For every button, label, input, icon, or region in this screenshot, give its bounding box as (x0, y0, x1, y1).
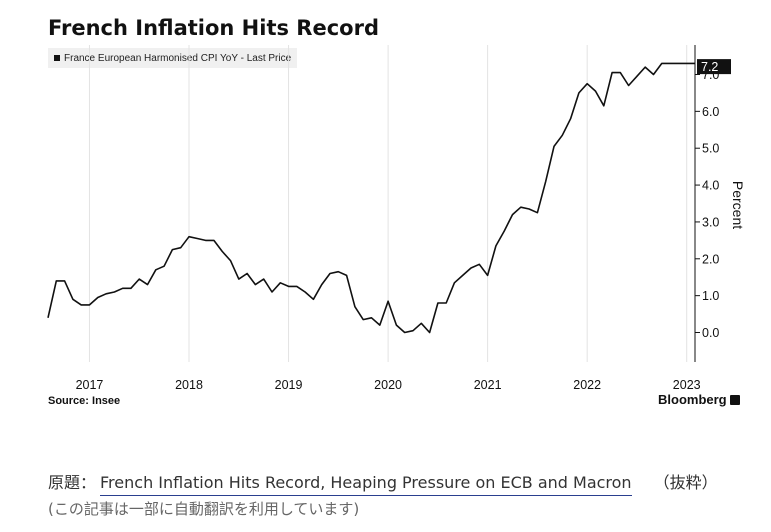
x-tick-label: 2022 (573, 378, 601, 392)
brand-logo: Bloomberg (658, 392, 740, 407)
caption-prefix: 原題： (48, 473, 97, 492)
brand-name: Bloomberg (658, 392, 727, 407)
x-tick-label: 2021 (474, 378, 502, 392)
y-tick-label: 0.0 (702, 326, 719, 340)
article-link[interactable]: French Inflation Hits Record, Heaping Pr… (100, 473, 632, 496)
gridlines (88, 45, 688, 362)
line-chart: 0.01.02.03.04.05.06.07.0 2017 2018 2019 202… (47, 45, 746, 392)
chart-title: French Inflation Hits Record (48, 16, 379, 40)
x-tick-label: 2023 (673, 378, 701, 392)
translation-note: (この記事は一部に自動翻訳を利用しています) (48, 500, 360, 518)
y-tick-label: 1.0 (702, 289, 719, 303)
x-tick-label: 2017 (76, 378, 104, 392)
last-value-label: 7.2 (701, 60, 718, 74)
caption: 原題： French Inflation Hits Record, Heaping… (48, 469, 718, 496)
legend: France European Harmonised CPI YoY - Las… (48, 48, 298, 68)
y-axis: 0.01.02.03.04.05.06.07.0 (694, 45, 719, 362)
legend-label: France European Harmonised CPI YoY - Las… (64, 52, 292, 64)
caption-suffix: （抜粋） (653, 473, 718, 492)
y-tick-label: 4.0 (702, 179, 719, 193)
x-tick-label: 2018 (175, 378, 203, 392)
source-note: Source: Insee (48, 395, 121, 407)
y-tick-label: 2.0 (702, 252, 719, 266)
y-tick-label: 5.0 (702, 142, 719, 156)
legend-swatch (54, 55, 60, 61)
series-line (47, 62, 695, 334)
y-axis-title: Percent (730, 181, 746, 229)
last-value-box (697, 59, 731, 75)
x-tick-label: 2020 (374, 378, 402, 392)
x-axis: 2017 2018 2019 2020 2021 2022 2023 (76, 378, 701, 392)
last-value-marker: 7.2 (697, 59, 731, 75)
x-tick-label: 2019 (275, 378, 303, 392)
bloomberg-icon (729, 394, 740, 405)
y-tick-label: 6.0 (702, 105, 719, 119)
y-tick-label: 3.0 (702, 215, 719, 229)
